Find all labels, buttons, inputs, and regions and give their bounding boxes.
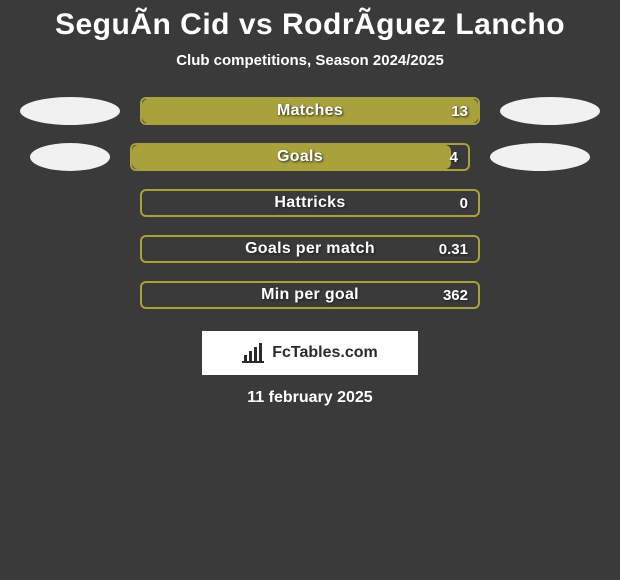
chart-icon xyxy=(242,343,266,363)
right-blob xyxy=(490,143,590,171)
branding-text: FcTables.com xyxy=(272,344,378,362)
stat-rows: Matches13 Goals4 Hattricks0 Goals per match… xyxy=(0,97,620,309)
stat-bar: Goals per match0.31 xyxy=(140,235,480,263)
stat-value: 0 xyxy=(460,191,468,215)
branding-badge: FcTables.com xyxy=(202,331,418,375)
right-blob xyxy=(500,97,600,125)
date-text: 11 february 2025 xyxy=(0,389,620,407)
stat-value: 0.31 xyxy=(439,237,468,261)
stat-row: Min per goal362 xyxy=(0,281,620,309)
stat-label: Goals per match xyxy=(142,237,478,261)
stat-row: Matches13 xyxy=(0,97,620,125)
page-title: SeguÃ­n Cid vs RodrÃ­guez Lancho xyxy=(0,0,620,42)
stat-bar: Min per goal362 xyxy=(140,281,480,309)
stat-label: Matches xyxy=(142,99,478,123)
stat-label: Min per goal xyxy=(142,283,478,307)
stat-bar: Goals4 xyxy=(130,143,470,171)
stat-value: 362 xyxy=(443,283,468,307)
stats-card: SeguÃ­n Cid vs RodrÃ­guez Lancho Club co… xyxy=(0,0,620,580)
stat-bar: Matches13 xyxy=(140,97,480,125)
stat-row: Goals per match0.31 xyxy=(0,235,620,263)
stat-value: 4 xyxy=(450,145,458,169)
stat-row: Hattricks0 xyxy=(0,189,620,217)
subtitle: Club competitions, Season 2024/2025 xyxy=(0,52,620,69)
left-blob xyxy=(20,97,120,125)
stat-label: Hattricks xyxy=(142,191,478,215)
stat-row: Goals4 xyxy=(0,143,620,171)
stat-bar: Hattricks0 xyxy=(140,189,480,217)
stat-value: 13 xyxy=(451,99,468,123)
stat-label: Goals xyxy=(132,145,468,169)
left-blob xyxy=(30,143,110,171)
